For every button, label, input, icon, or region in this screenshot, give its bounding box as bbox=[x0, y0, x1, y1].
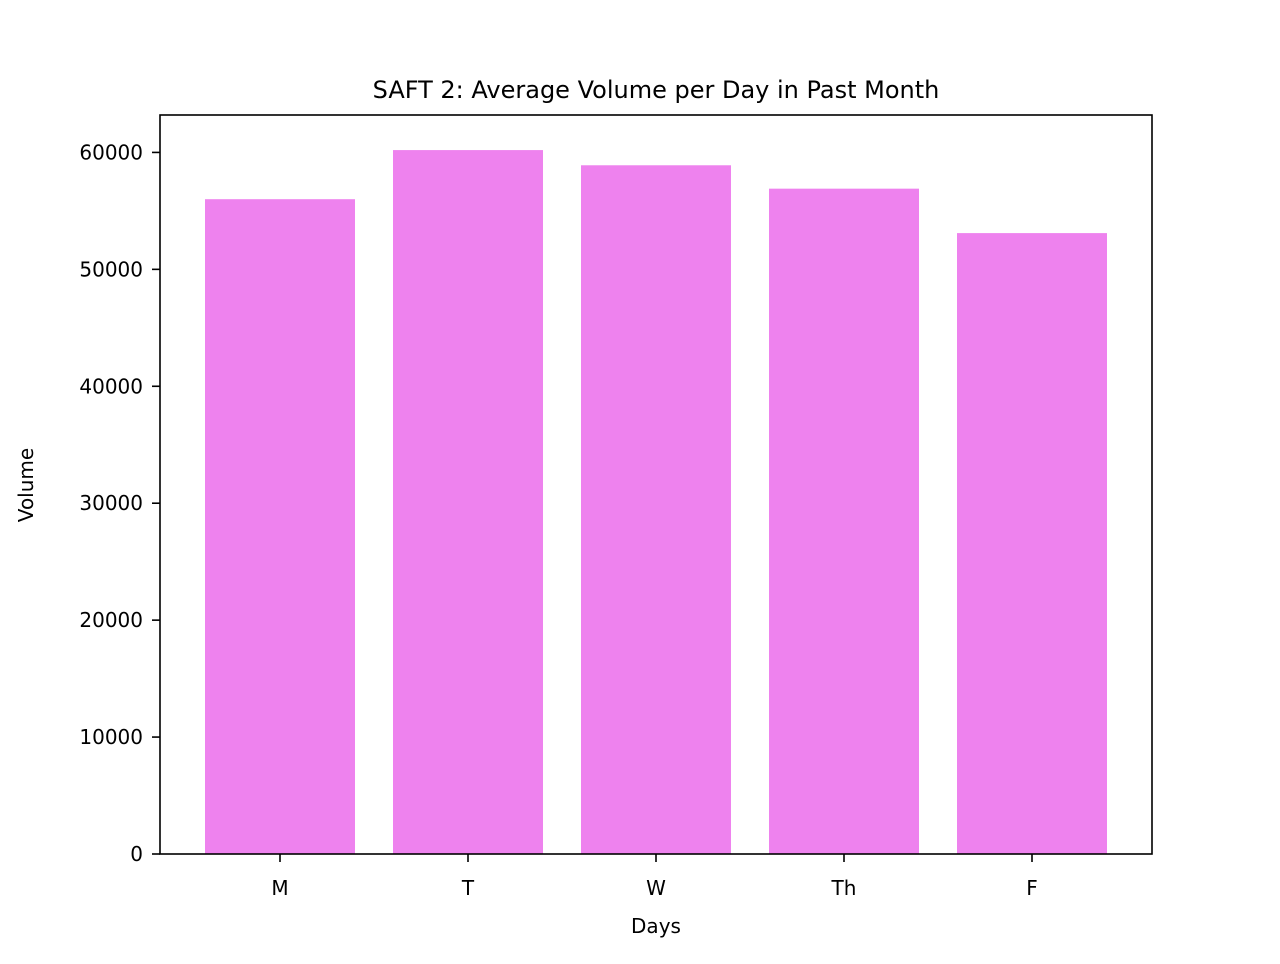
y-axis-ticks: 0 10000 20000 30000 40000 50000 60000 bbox=[79, 140, 160, 866]
bar-m bbox=[205, 199, 355, 854]
x-tick-label: W bbox=[646, 876, 666, 900]
bar-th bbox=[769, 188, 919, 854]
y-tick-label: 0 bbox=[130, 842, 143, 866]
bar-f bbox=[957, 233, 1107, 855]
x-tick-label: T bbox=[461, 876, 475, 900]
x-tick-label: M bbox=[271, 876, 288, 900]
x-tick-label: F bbox=[1026, 876, 1038, 900]
bar-w bbox=[581, 165, 731, 855]
y-tick-label: 40000 bbox=[79, 374, 143, 398]
y-tick-label: 30000 bbox=[79, 491, 143, 515]
x-tick-label: Th bbox=[831, 876, 857, 900]
y-tick-label: 10000 bbox=[79, 725, 143, 749]
chart-title: SAFT 2: Average Volume per Day in Past M… bbox=[373, 76, 940, 104]
x-axis-label: Days bbox=[631, 914, 681, 938]
y-tick-label: 20000 bbox=[79, 608, 143, 632]
y-axis-label: Volume bbox=[14, 448, 38, 522]
x-axis-ticks: M T W Th F bbox=[271, 854, 1038, 900]
plot-frame bbox=[159, 114, 1153, 855]
bars-layer bbox=[205, 150, 1107, 855]
y-tick-label: 60000 bbox=[79, 140, 143, 164]
bar-t bbox=[393, 150, 543, 855]
y-tick-label: 50000 bbox=[79, 257, 143, 281]
